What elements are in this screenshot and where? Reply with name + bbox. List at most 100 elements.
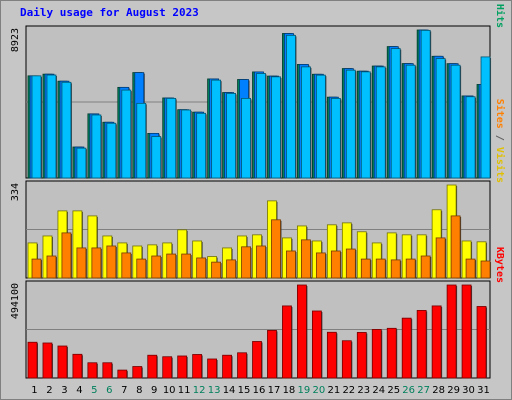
bar-pages-day-19 bbox=[301, 66, 311, 179]
bar-kbytes-day-5 bbox=[87, 362, 98, 379]
bar-sites-day-25 bbox=[390, 259, 401, 279]
x-tick-label: 22 bbox=[342, 385, 355, 396]
x-tick-label: 11 bbox=[178, 385, 191, 396]
x-tick-label: 24 bbox=[372, 385, 385, 396]
bar-sites-day-20 bbox=[315, 252, 326, 279]
bar-sites-day-23 bbox=[360, 258, 371, 279]
bar-kbytes-day-15 bbox=[237, 352, 247, 379]
bar-kbytes-day-11 bbox=[177, 355, 188, 379]
bar-kbytes-day-2 bbox=[42, 342, 53, 379]
bar-kbytes-day-24 bbox=[371, 329, 382, 379]
bar-kbytes-day-1 bbox=[27, 341, 38, 379]
x-tick-label: 16 bbox=[253, 385, 266, 396]
y-axis-label-part: Sites bbox=[494, 99, 506, 129]
bar-pages-day-4 bbox=[76, 147, 87, 179]
y-axis-label-part: / bbox=[494, 129, 505, 147]
bar-sites-day-13 bbox=[211, 261, 222, 279]
x-tick-label: 5 bbox=[91, 385, 97, 396]
y-axis-label: KBytes bbox=[494, 247, 505, 283]
bar-sites-day-16 bbox=[256, 245, 266, 279]
bar-sites-day-2 bbox=[46, 255, 57, 279]
bar-sites-day-28 bbox=[435, 237, 446, 279]
bar-pages-day-10 bbox=[166, 97, 177, 179]
bar-kbytes-day-6 bbox=[102, 362, 113, 379]
bar-kbytes-day-12 bbox=[192, 354, 203, 379]
x-tick-label: 18 bbox=[283, 385, 296, 396]
bar-pages-day-6 bbox=[106, 122, 117, 179]
bar-kbytes-day-31 bbox=[476, 306, 487, 379]
bar-pages-day-8 bbox=[136, 102, 147, 179]
x-tick-label: 17 bbox=[268, 385, 281, 396]
bar-pages-day-18 bbox=[286, 34, 296, 179]
x-tick-label: 7 bbox=[121, 385, 127, 396]
bar-sites-day-21 bbox=[330, 250, 341, 279]
bar-sites-day-18 bbox=[286, 250, 296, 279]
bar-sites-day-30 bbox=[465, 258, 476, 279]
bar-kbytes-day-29 bbox=[446, 284, 457, 379]
bar-sites-day-7 bbox=[121, 252, 132, 279]
y-axis-label-part: / bbox=[494, 0, 505, 4]
bar-sites-day-29 bbox=[450, 215, 461, 279]
bar-kbytes-day-17 bbox=[267, 329, 277, 379]
bar-pages-day-7 bbox=[121, 89, 132, 179]
bar-pages-day-9 bbox=[151, 136, 162, 179]
bar-kbytes-day-20 bbox=[311, 310, 322, 379]
y-axis-label: Pages / Files / Hits bbox=[494, 0, 506, 28]
y-max-label: 494100 bbox=[10, 283, 21, 319]
bar-kbytes-day-8 bbox=[132, 366, 143, 379]
bar-sites-day-31 bbox=[480, 260, 491, 279]
x-tick-label: 14 bbox=[223, 385, 236, 396]
chart-panels: 8923 Pages / Files / Hits 334 Sites / Visit… bbox=[10, 0, 506, 379]
x-tick-label: 23 bbox=[357, 385, 370, 396]
bar-kbytes-day-16 bbox=[252, 341, 262, 379]
bar-sites-day-3 bbox=[61, 232, 72, 279]
bar-kbytes-day-9 bbox=[147, 354, 158, 379]
bar-sites-day-11 bbox=[181, 253, 192, 279]
bar-pages-day-29 bbox=[450, 64, 461, 179]
x-tick-label: 1 bbox=[31, 385, 37, 396]
bar-sites-day-10 bbox=[166, 253, 177, 279]
bar-sites-day-12 bbox=[196, 257, 207, 279]
bar-kbytes-day-18 bbox=[282, 305, 292, 379]
bar-pages-day-26 bbox=[405, 64, 416, 179]
bar-kbytes-day-22 bbox=[341, 340, 352, 379]
bar-sites-day-17 bbox=[271, 219, 281, 279]
panel-bytes: 494100 KBytes bbox=[10, 247, 505, 379]
y-axis-label-part: KBytes bbox=[494, 247, 505, 283]
bar-kbytes-day-21 bbox=[326, 331, 337, 379]
bar-pages-day-23 bbox=[360, 71, 371, 179]
x-tick-label: 12 bbox=[193, 385, 206, 396]
bar-sites-day-15 bbox=[241, 246, 251, 279]
bar-pages-day-5 bbox=[91, 114, 102, 179]
x-tick-label: 2 bbox=[46, 385, 52, 396]
bar-kbytes-day-25 bbox=[386, 327, 397, 379]
x-tick-label: 20 bbox=[313, 385, 326, 396]
y-max-label: 8923 bbox=[10, 28, 21, 52]
bar-kbytes-day-7 bbox=[117, 369, 128, 379]
bar-sites-day-24 bbox=[375, 258, 386, 279]
series-pages bbox=[31, 29, 492, 179]
x-tick-label: 6 bbox=[106, 385, 112, 396]
bar-kbytes-day-14 bbox=[222, 354, 232, 379]
x-tick-label: 21 bbox=[327, 385, 340, 396]
bar-pages-day-13 bbox=[211, 79, 222, 179]
x-tick-label: 27 bbox=[417, 385, 430, 396]
panel-visitors: 334 Sites / Visits bbox=[10, 99, 506, 279]
bar-pages-day-16 bbox=[256, 73, 266, 179]
x-tick-label: 25 bbox=[387, 385, 400, 396]
y-axis-label-part: Visits bbox=[494, 147, 506, 183]
y-axis-label: Sites / Visits bbox=[494, 99, 506, 183]
panel-traffic: 8923 Pages / Files / Hits bbox=[10, 0, 506, 179]
bar-kbytes-day-4 bbox=[72, 353, 83, 379]
bar-sites-day-6 bbox=[106, 245, 117, 279]
x-tick-label: 28 bbox=[432, 385, 445, 396]
series-sites bbox=[31, 215, 492, 279]
bar-pages-day-21 bbox=[330, 97, 341, 179]
bar-pages-day-24 bbox=[375, 66, 386, 179]
bar-sites-day-9 bbox=[151, 255, 162, 279]
bar-pages-day-30 bbox=[465, 96, 476, 179]
x-tick-label: 9 bbox=[151, 385, 157, 396]
x-tick-label: 31 bbox=[477, 385, 490, 396]
y-max-label: 334 bbox=[10, 183, 21, 201]
